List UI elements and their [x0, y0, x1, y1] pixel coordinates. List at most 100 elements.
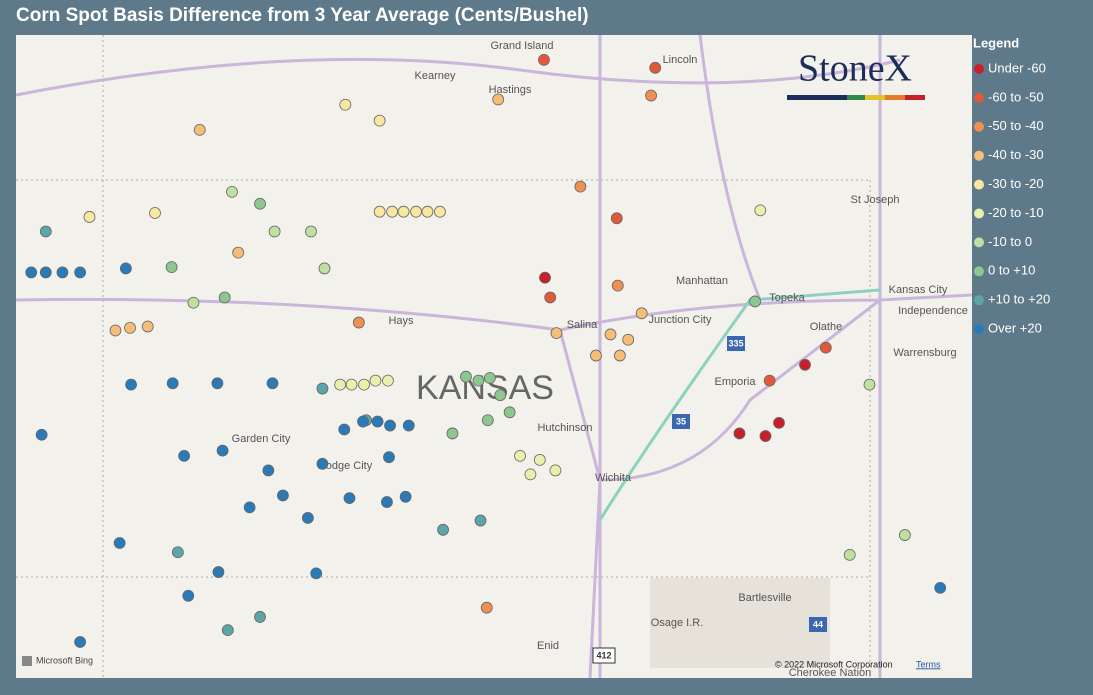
location-dot	[193, 123, 206, 136]
logo: StoneX	[787, 48, 925, 100]
location-dot	[25, 266, 38, 279]
location-dot	[141, 320, 154, 333]
logo-bar	[885, 95, 905, 100]
location-dot	[83, 211, 96, 223]
location-dot	[316, 382, 329, 395]
shield-label: 335	[728, 338, 743, 348]
shield-label: 35	[676, 416, 686, 426]
location-dot	[763, 374, 776, 387]
location-dot	[182, 589, 195, 602]
location-dot	[503, 406, 516, 419]
shield	[809, 617, 827, 632]
place-label: Hays	[388, 315, 414, 327]
location-dot	[610, 212, 623, 225]
logo-bar	[865, 95, 885, 100]
location-dot	[538, 53, 550, 66]
location-dot	[635, 307, 648, 320]
legend-swatch	[974, 121, 984, 132]
location-dot	[310, 567, 323, 580]
location-dot	[386, 205, 399, 218]
location-dot	[492, 93, 505, 106]
shield-label: 44	[813, 619, 823, 629]
location-dot	[243, 501, 256, 514]
location-dot	[550, 327, 563, 340]
legend-label: Over +20	[988, 321, 1042, 336]
place-label: Junction City	[649, 314, 712, 326]
location-dot	[171, 546, 184, 559]
location-dot	[383, 451, 395, 464]
location-dot	[613, 349, 626, 362]
location-dot	[254, 611, 266, 623]
place-label: Hastings	[489, 84, 532, 96]
legend-swatch	[974, 295, 984, 306]
location-dot	[305, 225, 317, 238]
location-dot	[773, 416, 785, 429]
location-dot	[384, 419, 396, 432]
location-dot	[843, 548, 856, 561]
legend-swatch	[974, 324, 984, 335]
location-dot	[39, 225, 52, 238]
location-dot	[74, 636, 87, 648]
map-area	[16, 35, 972, 678]
location-dot	[549, 464, 562, 477]
location-dot	[124, 321, 136, 334]
location-dot	[371, 415, 384, 428]
place-label: St Joseph	[851, 194, 900, 206]
location-dot	[221, 624, 234, 637]
location-dot	[819, 341, 832, 354]
location-dot	[574, 180, 587, 193]
location-dot	[446, 427, 459, 440]
location-dot	[35, 428, 48, 441]
place-label: Emporia	[715, 376, 757, 388]
location-dot	[318, 262, 331, 275]
location-dot	[472, 374, 485, 387]
location-dot	[934, 581, 947, 594]
location-dot	[622, 333, 635, 346]
title: Corn Spot Basis Difference from 3 Year A…	[16, 5, 589, 26]
location-dot	[178, 449, 191, 462]
legend-swatch	[974, 208, 984, 219]
legend: Under -60 -60 to -50 -50 to -40 -40 to -30 -…	[974, 60, 1050, 336]
points	[25, 53, 947, 648]
location-dot	[339, 98, 352, 111]
location-dot	[645, 89, 657, 102]
location-dot	[149, 207, 161, 219]
shield-label: 412	[596, 650, 611, 660]
location-dot	[402, 419, 415, 432]
legend-label: 0 to +10	[988, 263, 1035, 278]
place-label: Hutchinson	[537, 422, 592, 434]
location-dot	[539, 271, 551, 284]
location-dot	[187, 296, 200, 309]
terms-link[interactable]: Terms	[916, 659, 941, 669]
location-dot	[759, 430, 772, 442]
legend-swatch	[974, 92, 984, 103]
place-label: Topeka	[769, 292, 805, 304]
location-dot	[544, 291, 557, 304]
logo-bar	[905, 95, 925, 100]
location-dot	[483, 372, 496, 384]
state-border	[16, 35, 871, 678]
location-dot	[358, 378, 370, 391]
location-dot	[268, 225, 281, 238]
location-dot	[211, 377, 224, 390]
location-dot	[373, 114, 386, 127]
legend-label: -20 to -10	[988, 205, 1044, 220]
location-dot	[39, 266, 52, 279]
legend-label: -10 to 0	[988, 234, 1032, 249]
provider-icon	[22, 656, 32, 666]
place-label: Grand Island	[491, 40, 554, 52]
location-dot	[480, 601, 493, 614]
legend-swatch	[974, 179, 984, 190]
legend-label: -50 to -40	[988, 118, 1044, 133]
place-label: Wichita	[595, 472, 632, 484]
turnpike	[598, 288, 881, 521]
location-dot	[125, 378, 137, 391]
location-dot	[604, 328, 617, 341]
places: Grand Island Kearney Hastings Lincoln St…	[232, 40, 968, 679]
location-dot	[524, 468, 537, 481]
location-dot	[898, 529, 911, 541]
place-label: Salina	[567, 319, 598, 331]
location-dot	[301, 512, 314, 524]
